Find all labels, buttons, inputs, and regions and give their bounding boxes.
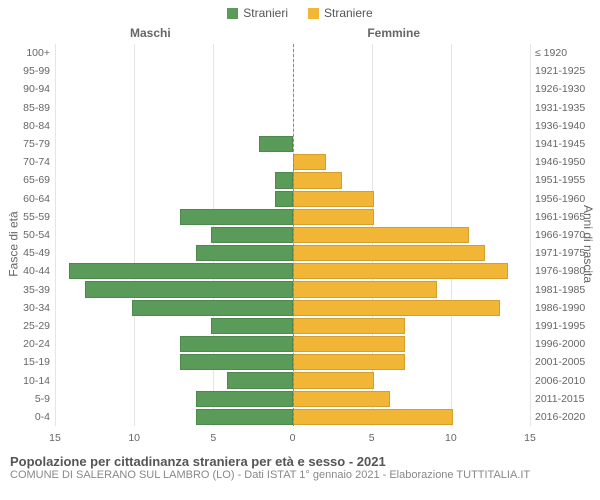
birth-label: 1941-1945 <box>530 135 600 153</box>
age-label: 10-14 <box>0 371 55 389</box>
birth-label: 1981-1985 <box>530 280 600 298</box>
bar-male <box>69 263 293 279</box>
birth-label: 1946-1950 <box>530 153 600 171</box>
age-label: 50-54 <box>0 226 55 244</box>
footer: Popolazione per cittadinanza straniera p… <box>0 452 600 483</box>
age-label: 5-9 <box>0 390 55 408</box>
bar-female <box>293 263 509 279</box>
age-label: 75-79 <box>0 135 55 153</box>
bar-male <box>180 354 293 370</box>
bar-female <box>293 300 501 316</box>
birth-label: 1936-1940 <box>530 117 600 135</box>
age-label: 100+ <box>0 44 55 62</box>
bar-male <box>180 209 293 225</box>
bar-male <box>132 300 292 316</box>
age-label: 80-84 <box>0 117 55 135</box>
legend-male: Stranieri <box>227 6 288 20</box>
age-label: 15-19 <box>0 353 55 371</box>
birth-label: 1986-1990 <box>530 299 600 317</box>
bar-male <box>211 227 292 243</box>
bar-male <box>259 136 293 152</box>
birth-label: 1976-1980 <box>530 262 600 280</box>
bar-female <box>293 336 406 352</box>
bar-male <box>85 281 293 297</box>
bar-female <box>293 372 374 388</box>
x-tick: 10 <box>128 432 140 444</box>
x-tick: 5 <box>210 432 216 444</box>
birth-label: 1991-1995 <box>530 317 600 335</box>
bar-female <box>293 191 374 207</box>
age-label: 25-29 <box>0 317 55 335</box>
age-label: 90-94 <box>0 80 55 98</box>
x-tick: 0 <box>290 432 296 444</box>
age-label: 35-39 <box>0 280 55 298</box>
age-label: 95-99 <box>0 62 55 80</box>
chart-title: Popolazione per cittadinanza straniera p… <box>10 454 590 469</box>
bar-female <box>293 409 453 425</box>
legend-male-label: Stranieri <box>243 6 288 20</box>
x-tick: 5 <box>369 432 375 444</box>
x-axis: 05510101515 <box>55 428 530 452</box>
bar-female <box>293 354 406 370</box>
gridline <box>530 44 531 426</box>
birth-label: 1966-1970 <box>530 226 600 244</box>
legend: Stranieri Straniere <box>0 0 600 22</box>
bar-female <box>293 227 469 243</box>
age-label: 55-59 <box>0 208 55 226</box>
bar-female <box>293 154 327 170</box>
birth-label: 2006-2010 <box>530 371 600 389</box>
header-male: Maschi <box>130 26 171 40</box>
age-label: 0-4 <box>0 408 55 426</box>
legend-female-label: Straniere <box>324 6 373 20</box>
age-label: 65-69 <box>0 171 55 189</box>
bar-male <box>275 191 293 207</box>
age-label: 70-74 <box>0 153 55 171</box>
birth-label: 1951-1955 <box>530 171 600 189</box>
birth-label: 1926-1930 <box>530 80 600 98</box>
bar-male <box>196 391 293 407</box>
birth-label: 2001-2005 <box>530 353 600 371</box>
age-label: 85-89 <box>0 99 55 117</box>
bar-female <box>293 245 485 261</box>
y-labels-age: 100+95-9990-9485-8980-8475-7970-7465-696… <box>0 44 55 426</box>
bar-male <box>196 245 293 261</box>
bar-male <box>180 336 293 352</box>
pyramid-chart: Maschi Femmine Fasce di età Anni di nasc… <box>0 22 600 452</box>
bar-female <box>293 209 374 225</box>
bar-male <box>275 172 293 188</box>
bar-female <box>293 281 438 297</box>
age-label: 30-34 <box>0 299 55 317</box>
y-labels-birth: ≤ 19201921-19251926-19301931-19351936-19… <box>530 44 600 426</box>
bar-female <box>293 318 406 334</box>
chart-subtitle: COMUNE DI SALERANO SUL LAMBRO (LO) - Dat… <box>10 469 590 481</box>
bar-male <box>196 409 293 425</box>
age-label: 20-24 <box>0 335 55 353</box>
age-label: 40-44 <box>0 262 55 280</box>
x-tick: 15 <box>49 432 61 444</box>
center-line <box>293 44 294 426</box>
birth-label: ≤ 1920 <box>530 44 600 62</box>
legend-female: Straniere <box>308 6 373 20</box>
header-female: Femmine <box>367 26 420 40</box>
legend-male-swatch <box>227 8 238 19</box>
birth-label: 2016-2020 <box>530 408 600 426</box>
bar-female <box>293 391 390 407</box>
birth-label: 2011-2015 <box>530 390 600 408</box>
bar-male <box>211 318 292 334</box>
birth-label: 1971-1975 <box>530 244 600 262</box>
birth-label: 1996-2000 <box>530 335 600 353</box>
birth-label: 1931-1935 <box>530 99 600 117</box>
birth-label: 1956-1960 <box>530 190 600 208</box>
age-label: 45-49 <box>0 244 55 262</box>
birth-label: 1921-1925 <box>530 62 600 80</box>
bar-male <box>227 372 292 388</box>
plot-area <box>55 44 530 426</box>
x-tick: 15 <box>524 432 536 444</box>
birth-label: 1961-1965 <box>530 208 600 226</box>
x-tick: 10 <box>445 432 457 444</box>
legend-female-swatch <box>308 8 319 19</box>
bar-female <box>293 172 343 188</box>
age-label: 60-64 <box>0 190 55 208</box>
